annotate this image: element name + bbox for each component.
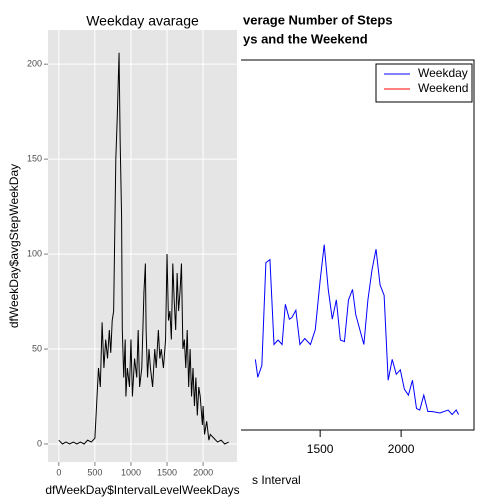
y-axis-label: dfWeekDay$avgStepWeekDay: [7, 164, 21, 328]
x-tick-label: 2000: [388, 442, 415, 456]
x-tick-label: 0: [56, 467, 61, 477]
data-line: [254, 244, 460, 416]
y-tick-label: 0: [37, 438, 42, 448]
x-tick-label: 2000: [193, 467, 213, 477]
x-axis-label: s Interval: [252, 473, 301, 487]
y-tick-label: 200: [27, 59, 42, 69]
right-plot: 1500 2000 verage Number of Steps ys and the…: [61, 12, 475, 487]
x-tick-label: 500: [87, 467, 102, 477]
chart-title: ys and the Weekend: [243, 31, 368, 46]
x-tick-label: 1000: [121, 467, 141, 477]
chart-title: Weekday avarage: [86, 13, 199, 29]
y-tick-label: 100: [27, 248, 42, 258]
legend-label: Weekday: [418, 66, 468, 80]
x-tick-label: 1500: [307, 442, 334, 456]
x-tick-label: 1500: [157, 467, 177, 477]
chart-title: verage Number of Steps: [243, 12, 393, 27]
legend-box: [375, 63, 473, 103]
y-tick-label: 150: [27, 154, 42, 164]
y-tick-label: 50: [32, 343, 42, 353]
panel: [48, 30, 237, 462]
x-axis-label: dfWeekDay$IntervalLevelWeekDays: [45, 483, 239, 497]
data-line: [58, 52, 229, 445]
legend-label: Weekend: [418, 81, 468, 95]
